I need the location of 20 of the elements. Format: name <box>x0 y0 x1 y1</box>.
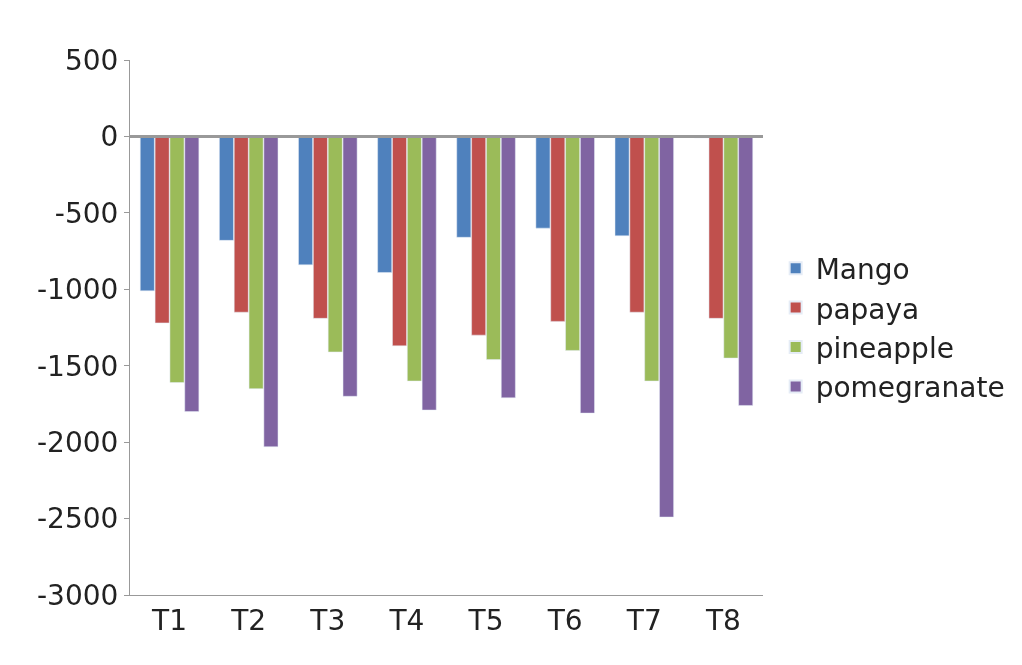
y-tick-label: -2000 <box>37 425 119 459</box>
x-tick-label: T3 <box>309 603 346 637</box>
x-tick-label: T6 <box>546 603 583 637</box>
y-tick-label: 0 <box>100 120 119 154</box>
y-tick-label: -3000 <box>37 578 119 612</box>
x-tick-label: T8 <box>704 603 741 637</box>
x-tick-label: T2 <box>230 603 267 637</box>
x-tick-label: T1 <box>151 603 188 637</box>
legend-label: pomegranate <box>815 371 1005 405</box>
legend-label: papaya <box>815 292 920 326</box>
x-tick-label: T7 <box>625 603 662 637</box>
y-tick-label: -1000 <box>37 273 119 307</box>
y-tick-label: -1500 <box>37 349 119 383</box>
legend-label: pineapple <box>815 331 954 365</box>
y-tick-label: -500 <box>54 196 119 230</box>
x-tick-label: T5 <box>467 603 504 637</box>
y-tick-label: -2500 <box>37 502 119 536</box>
legend-label: Mango <box>815 253 910 287</box>
x-tick-label: T4 <box>388 603 425 637</box>
y-tick-label: 500 <box>64 43 119 77</box>
